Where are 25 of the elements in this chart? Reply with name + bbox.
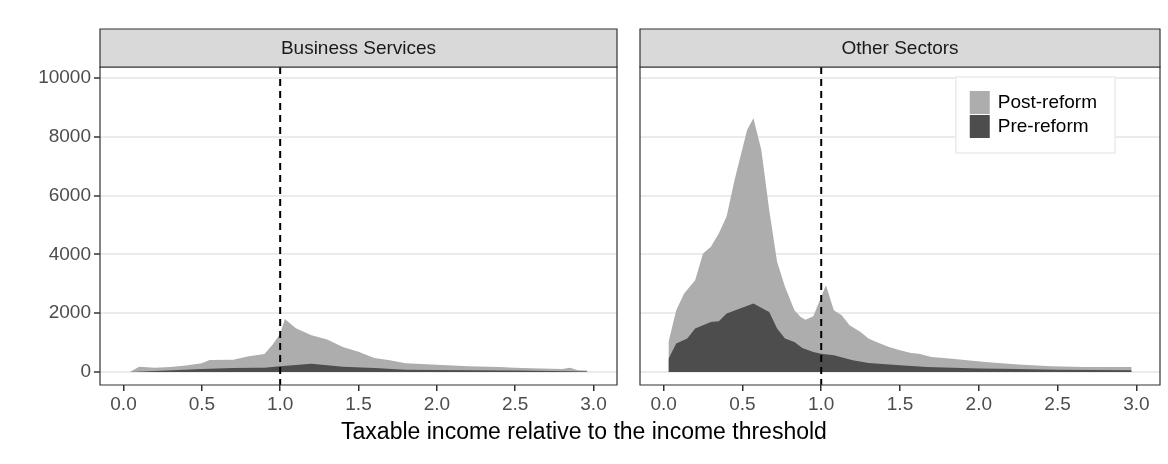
x-axis-title: Taxable income relative to the income threshold bbox=[340, 418, 828, 445]
x-tick-label: 0.0 bbox=[110, 392, 137, 414]
x-tick-label: 3.0 bbox=[1123, 392, 1150, 414]
y-tick-label: 4000 bbox=[48, 242, 91, 264]
chart-title: Other Sectors bbox=[841, 37, 959, 59]
y-tick-label: 6000 bbox=[48, 183, 91, 205]
x-tick-label: 0.5 bbox=[729, 392, 756, 414]
x-tick-label: 2.5 bbox=[1044, 392, 1071, 414]
chart-title: Business Services bbox=[280, 37, 437, 59]
y-tick-label: 8000 bbox=[48, 124, 91, 146]
y-tick-label: 2000 bbox=[48, 301, 91, 323]
x-tick-label: 2.5 bbox=[501, 392, 529, 414]
x-tick-label: 0.5 bbox=[188, 392, 216, 414]
x-tick-label: 2.0 bbox=[423, 392, 451, 414]
x-tick-label: 1.5 bbox=[345, 392, 372, 414]
x-tick-label: 1.0 bbox=[266, 392, 294, 414]
y-tick-label: 10000 bbox=[38, 66, 91, 88]
x-tick-label: 1.5 bbox=[886, 392, 914, 414]
legend-label: Pre-reform bbox=[997, 115, 1089, 137]
x-tick-label: 1.0 bbox=[808, 392, 835, 414]
x-tick-label: 2.0 bbox=[965, 392, 992, 414]
y-tick-label: 0 bbox=[80, 360, 91, 382]
x-tick-label: 3.0 bbox=[580, 392, 607, 414]
legend-label: Post-reform bbox=[997, 91, 1098, 113]
x-tick-label: 0.0 bbox=[650, 392, 677, 414]
